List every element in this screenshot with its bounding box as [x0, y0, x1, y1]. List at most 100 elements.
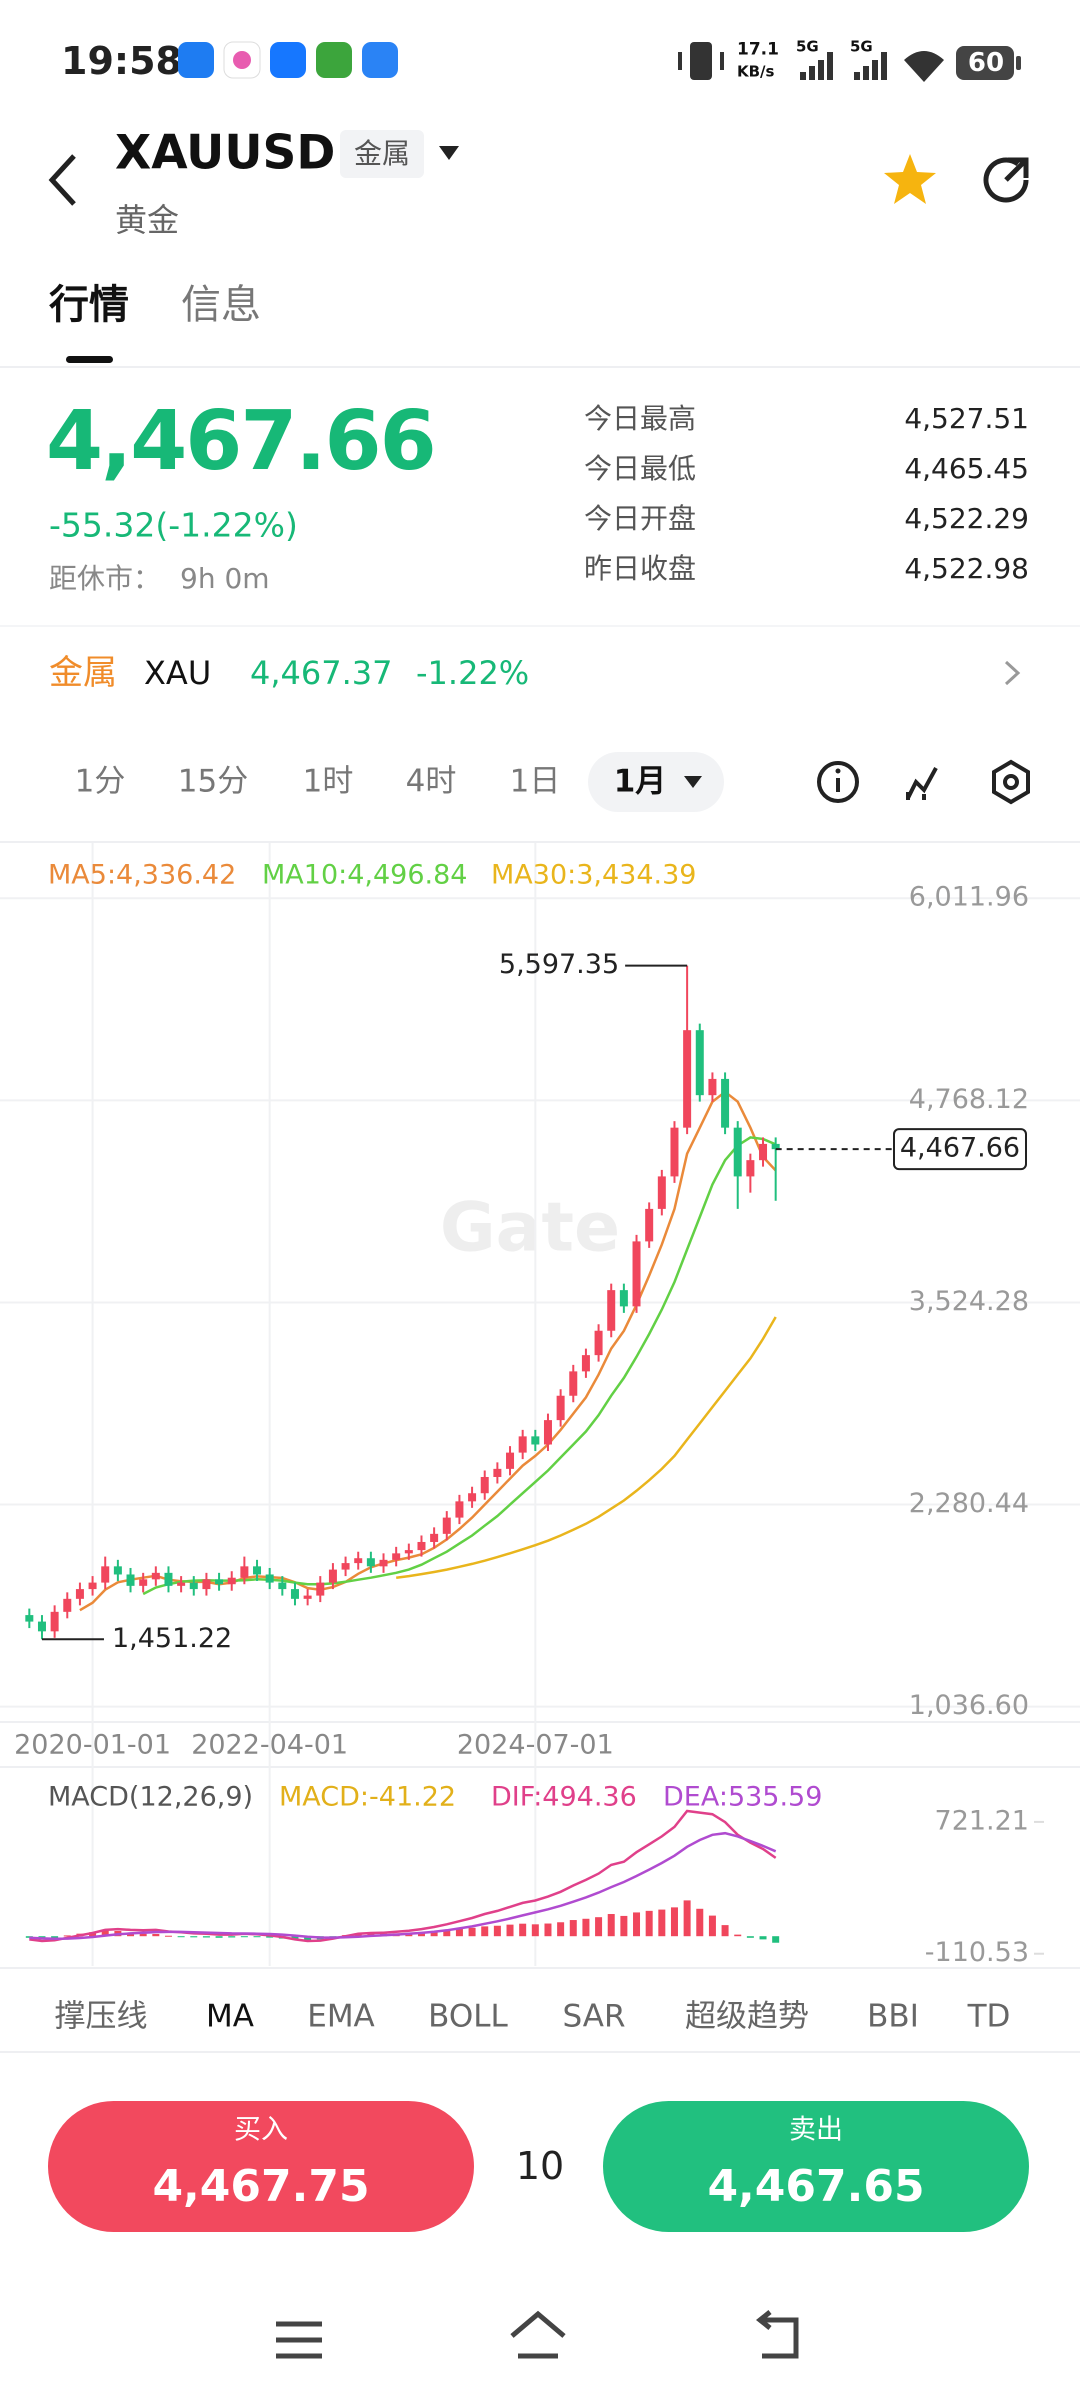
info-button[interactable] — [817, 761, 859, 803]
sell-price: 4,467.65 — [707, 2161, 925, 2212]
back-button[interactable] — [44, 150, 84, 210]
macd-bar — [190, 1936, 198, 1938]
candle-body — [733, 1127, 742, 1177]
macd-bar — [266, 1936, 274, 1938]
macd-bar — [152, 1933, 160, 1937]
stat-label: 今日开盘 — [584, 502, 697, 535]
macd-bar — [139, 1933, 147, 1937]
indicator-tab[interactable]: BBI — [867, 1998, 919, 2035]
macd-bar — [304, 1936, 312, 1941]
net-speed: 17.1 — [737, 39, 779, 60]
interval-dropdown[interactable] — [682, 774, 704, 790]
y-tick-label: 721.21 — [935, 1805, 1029, 1836]
indicator-tab[interactable]: MA — [206, 1998, 254, 2035]
indicator-tab[interactable]: EMA — [307, 1998, 375, 2035]
watermark: Gate — [440, 1189, 620, 1268]
candle-body — [379, 1559, 388, 1567]
buy-button[interactable] — [48, 2101, 474, 2232]
close-label: 距休市： — [49, 562, 162, 595]
candle-body — [683, 1030, 692, 1128]
interval[interactable]: 1时 — [302, 763, 354, 800]
close-time: 9h 0m — [180, 562, 270, 595]
candle-body — [657, 1176, 666, 1209]
candle-body — [569, 1371, 578, 1396]
chevron[interactable] — [1002, 658, 1022, 688]
interval[interactable]: 1分 — [74, 763, 126, 800]
candle-body — [506, 1452, 515, 1469]
related-change: -1.22% — [416, 654, 530, 692]
tab[interactable]: 行情 — [49, 282, 129, 328]
tag-dropdown[interactable] — [437, 144, 461, 162]
macd-bar — [443, 1930, 451, 1937]
macd-bar — [215, 1936, 223, 1938]
candle-body — [151, 1572, 160, 1580]
indicator-tab[interactable]: SAR — [562, 1998, 626, 2035]
macd-bar — [721, 1925, 729, 1937]
menu-button[interactable] — [276, 2321, 322, 2359]
candle-body — [480, 1476, 489, 1494]
macd-bar — [202, 1936, 210, 1938]
indicator-tab[interactable]: 撑压线 — [54, 1998, 148, 2035]
macd-bar — [607, 1914, 615, 1937]
candle-body — [37, 1621, 46, 1632]
y-tick-label: 4,768.12 — [909, 1084, 1029, 1115]
y-tick-label: 1,036.60 — [909, 1690, 1029, 1721]
candle-body — [316, 1582, 325, 1596]
macd-bar — [595, 1917, 603, 1937]
stat-value: 4,527.51 — [904, 402, 1029, 435]
divider — [0, 366, 1080, 368]
tag-box[interactable] — [340, 130, 424, 178]
macd-bar — [582, 1918, 590, 1937]
candle-body — [721, 1078, 730, 1128]
chart-tools — [817, 759, 1030, 805]
tab[interactable]: 信息 — [181, 282, 261, 328]
symbol-name: 黄金 — [115, 201, 180, 239]
candle-body — [303, 1595, 312, 1599]
candle-body — [354, 1558, 363, 1564]
share-button[interactable] — [980, 154, 1032, 206]
candle-body — [101, 1566, 110, 1583]
stat-label: 今日最低 — [584, 452, 697, 485]
indicator-tab[interactable]: BOLL — [428, 1998, 508, 2035]
divider — [0, 625, 1080, 627]
related-price: 4,467.37 — [250, 654, 393, 692]
stat-label: 昨日收盘 — [584, 552, 697, 585]
candle-body — [25, 1615, 34, 1622]
macd-bar — [228, 1936, 236, 1938]
candle-body — [63, 1598, 72, 1612]
candle-body — [404, 1550, 413, 1554]
macd-line — [29, 1809, 777, 1943]
settings-button[interactable] — [992, 759, 1030, 805]
related-symbol: XAU — [144, 654, 212, 692]
candle-body — [328, 1569, 337, 1583]
macd-bar — [531, 1924, 539, 1937]
quantity[interactable]: 10 — [515, 2144, 565, 2188]
charts: Gate 6,011.96 4,768.12 3,524.28 2,280.44 1,03… — [0, 843, 1080, 1968]
macd-bar — [430, 1931, 438, 1937]
legend-entry: DIF:494.36 — [491, 1782, 637, 1813]
tab-indicator — [66, 356, 113, 363]
indicator-button[interactable] — [906, 767, 938, 800]
macd-bar — [51, 1936, 59, 1938]
sell-label: 卖出 — [789, 2114, 843, 2146]
interval[interactable]: 4时 — [405, 763, 457, 800]
legend-entry: MACD:-41.22 — [279, 1782, 456, 1813]
macd-bar — [417, 1932, 425, 1937]
macd-bar — [493, 1925, 501, 1937]
sector: 金属 — [49, 653, 117, 693]
macd-bar — [620, 1915, 628, 1937]
interval[interactable]: 15分 — [177, 763, 249, 800]
candle-body — [113, 1566, 122, 1575]
sell-button[interactable] — [603, 2101, 1029, 2232]
favorite-star[interactable] — [882, 152, 938, 208]
back-nav-button[interactable] — [755, 2310, 799, 2359]
indicator-tab[interactable]: 超级趋势 — [685, 1998, 809, 2035]
indicator-tab[interactable]: TD — [967, 1998, 1011, 2035]
interval[interactable]: 1日 — [509, 763, 561, 800]
candle-body — [164, 1572, 173, 1586]
candle-body — [556, 1395, 565, 1421]
max-label: 5,597.35 — [499, 949, 619, 980]
interval[interactable]: 1月 — [613, 763, 667, 800]
home-button[interactable] — [510, 2310, 566, 2359]
candle-body — [645, 1208, 654, 1242]
